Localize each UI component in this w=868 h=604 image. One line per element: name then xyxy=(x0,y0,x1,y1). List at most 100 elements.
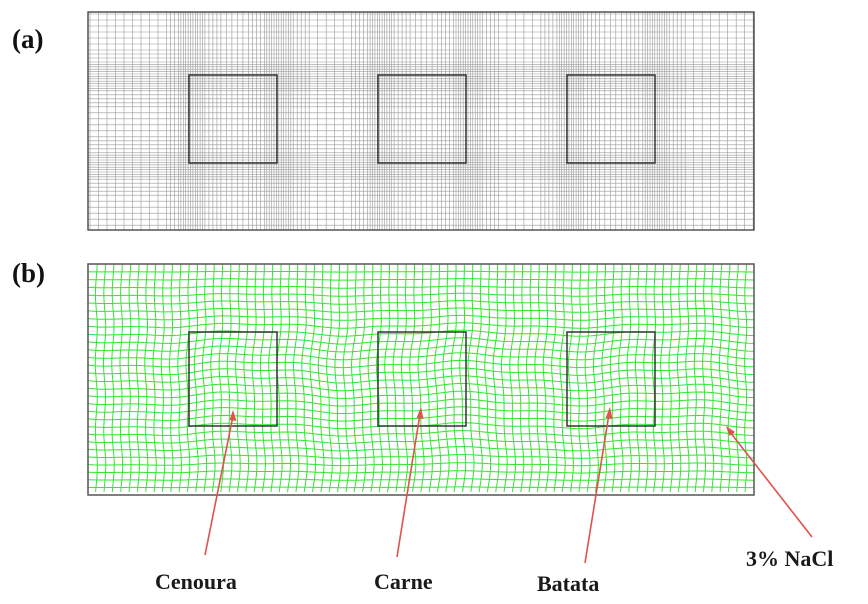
panel-b-mesh-vline xyxy=(500,263,508,493)
panel-b-mesh-vline xyxy=(576,263,583,493)
panel-b-mesh-vline xyxy=(735,263,739,493)
panel-b-mesh-vline xyxy=(525,264,533,493)
panel-b-mesh-vline xyxy=(210,263,216,493)
panel-b-mesh-vline xyxy=(693,263,698,493)
panel-b-mesh-vline xyxy=(643,263,649,493)
panel-b-mesh-vline xyxy=(559,263,566,493)
panel-b-mesh-hline xyxy=(87,322,755,329)
panel-b-mesh-vline xyxy=(634,263,640,493)
arrow-cenoura xyxy=(204,410,237,556)
panel-b-mesh-vline xyxy=(384,263,392,493)
arrow-carne xyxy=(396,407,424,558)
panel-b-mesh-vline xyxy=(111,263,115,493)
panel-b-mesh-hline xyxy=(87,486,754,489)
panel-b-mesh-vline xyxy=(434,264,442,493)
panel-b-mesh-vline xyxy=(103,263,107,493)
panel-b-deformed-mesh xyxy=(87,263,755,496)
panel-a-mesh-lines xyxy=(88,12,754,230)
panel-b-mesh-vline xyxy=(718,263,723,493)
callout-label-carne: Carne xyxy=(374,569,433,594)
panel-b-mesh-vline xyxy=(567,263,574,493)
panel-b-mesh-vline xyxy=(450,263,458,493)
panel-b-mesh-vline xyxy=(334,263,342,493)
panel-b-subdomain-cenoura xyxy=(188,331,278,427)
panel-b-mesh-vline xyxy=(509,263,517,493)
callout-label-batata: Batata xyxy=(537,571,600,596)
panel-a-subdomain-3 xyxy=(566,74,656,164)
panel-b-mesh-hline xyxy=(87,300,755,305)
panel-b-mesh-vline xyxy=(268,263,275,493)
panel-b-mesh-vline xyxy=(127,263,132,493)
panel-b-mesh-vline xyxy=(400,264,409,493)
panel-b-subdomain-batata xyxy=(566,331,656,427)
panel-b-domain-border xyxy=(87,263,755,496)
panel-b-mesh-vline xyxy=(727,263,731,493)
panel-b-mesh-vline xyxy=(243,264,250,493)
panel-b-label: (b) xyxy=(12,258,45,288)
panel-b-mesh-vline xyxy=(284,264,292,493)
panel-b-mesh-vline xyxy=(609,263,616,493)
panel-b-mesh-vline xyxy=(350,264,358,493)
panel-b-mesh-vline xyxy=(392,264,400,493)
panel-b-mesh-vline xyxy=(542,264,550,493)
panel-b-mesh-vline xyxy=(367,264,375,493)
panel-b-mesh-vline xyxy=(442,263,450,493)
panel-b-mesh-vline xyxy=(710,263,715,493)
panel-b-mesh-vline xyxy=(235,263,241,493)
panel-b-mesh-vline xyxy=(317,263,325,493)
panel-b-mesh-vline xyxy=(618,263,624,493)
panel-b-mesh-vline xyxy=(467,264,475,493)
panel-b-mesh-vline xyxy=(326,264,333,493)
panel-b-mesh-hline xyxy=(87,307,755,313)
panel-b-mesh-vline xyxy=(534,264,541,493)
panel-b-mesh-hline xyxy=(87,390,755,399)
panel-b-mesh-vline xyxy=(475,264,483,493)
panel-b-mesh-hline xyxy=(87,278,755,281)
panel-b-mesh-vline xyxy=(592,263,599,493)
panel-b-mesh-vline xyxy=(226,263,233,493)
panel-b-mesh-vline xyxy=(218,263,224,493)
panel-b-mesh-vline xyxy=(551,264,558,493)
panel-b-mesh-hline xyxy=(87,285,755,289)
panel-b-mesh-vline xyxy=(292,264,300,493)
panel-b-mesh-lines xyxy=(87,263,755,493)
arrow-batata xyxy=(584,407,613,564)
panel-b-mesh-vline xyxy=(651,263,657,493)
panel-b-mesh-vline xyxy=(359,263,367,493)
panel-b-mesh-vline xyxy=(193,263,199,493)
panel-a-label: (a) xyxy=(12,24,44,54)
panel-b-mesh-vline xyxy=(168,263,174,493)
panel-b-mesh-vline xyxy=(160,263,166,493)
panel-b-mesh-hline xyxy=(87,270,754,273)
panel-b-mesh-vline xyxy=(668,263,673,493)
panel-b-mesh-vline xyxy=(144,263,149,493)
panel-b-mesh-vline xyxy=(259,264,266,493)
panel-b-mesh-hline xyxy=(87,352,755,361)
panel-a-structured-mesh xyxy=(87,11,755,231)
panel-b-mesh-vline xyxy=(375,263,383,493)
panel-b-mesh-vline xyxy=(309,264,317,493)
panel-b-mesh-hline xyxy=(87,454,755,459)
panel-b-mesh-vline xyxy=(459,263,467,493)
panel-b-mesh-vline xyxy=(119,263,124,493)
panel-b-mesh-vline xyxy=(342,264,350,493)
panel-b-mesh-hline xyxy=(87,292,754,297)
panel-b-mesh-hline xyxy=(87,438,755,445)
panel-b-mesh-vline xyxy=(517,263,525,493)
panel-b-mesh-vline xyxy=(425,264,433,493)
panel-b-mesh-hline xyxy=(87,367,755,376)
panel-b-mesh-hline xyxy=(87,446,755,452)
panel-b-mesh-vline xyxy=(492,264,500,493)
panel-b-mesh-vline xyxy=(702,263,706,493)
panel-b-mesh-vline xyxy=(601,263,607,493)
panel-b-mesh-vline xyxy=(685,263,690,493)
panel-b-mesh-vline xyxy=(584,263,591,493)
callout-label-nacl: 3% NaCl xyxy=(746,546,834,571)
panel-b-mesh-hline xyxy=(87,314,755,321)
panel-b-mesh-hline xyxy=(87,462,754,467)
callout-label-cenoura: Cenoura xyxy=(155,569,237,594)
panel-b-mesh-vline xyxy=(94,263,98,493)
panel-b-mesh-vline xyxy=(201,263,208,493)
panel-b-mesh-hline xyxy=(87,478,755,481)
